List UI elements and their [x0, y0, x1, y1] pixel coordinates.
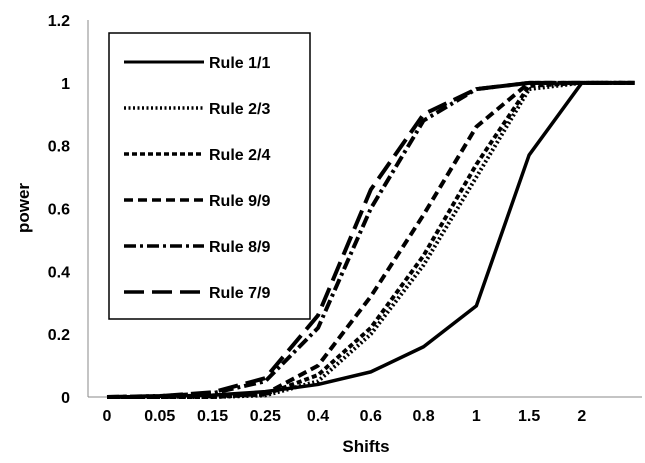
legend-label: Rule 2/3: [209, 101, 270, 118]
y-tick-label: 0.2: [48, 327, 70, 344]
y-tick-label: 0: [61, 390, 70, 407]
series-line-rule-7-9: [106, 80, 635, 399]
x-tick-label: 2: [577, 408, 586, 425]
y-tick-label: 1.2: [48, 13, 70, 30]
x-tick-label: 0.25: [250, 408, 281, 425]
legend: Rule 1/1 Rule 2/3 Rule 2/4 Rule 9/9 Rule 8/9…: [108, 32, 311, 320]
y-tick-label: 0.4: [48, 264, 70, 281]
x-tick-label: 0.4: [307, 408, 329, 425]
y-tick-label: 0.8: [48, 139, 70, 156]
series-line-rule-2-4: [107, 80, 635, 399]
legend-label: Rule 9/9: [209, 193, 270, 210]
x-tick-label: 0.8: [412, 408, 434, 425]
y-tick-label: 1: [61, 76, 70, 93]
plot-area: [87, 20, 642, 399]
x-axis-title: Shifts: [342, 437, 389, 456]
x-tick-label: 1: [472, 408, 481, 425]
legend-label: Rule 8/9: [209, 239, 270, 256]
legend-label: Rule 7/9: [209, 285, 270, 302]
x-tick-label: 0: [103, 408, 112, 425]
legend-label: Rule 2/4: [209, 147, 270, 164]
legend-label: Rule 1/1: [209, 55, 270, 72]
x-axis-ticks: 0 0.05 0.15 0.25 0.4 0.6 0.8 1 1.5 2: [103, 408, 587, 425]
x-tick-label: 0.6: [360, 408, 382, 425]
x-tick-label: 0.15: [197, 408, 228, 425]
y-axis-ticks: 0 0.2 0.4 0.6 0.8 1 1.2: [48, 13, 70, 407]
legend-box: [108, 32, 311, 320]
x-tick-label: 1.5: [518, 408, 540, 425]
y-axis-title: power: [14, 183, 33, 233]
series-line-rule-2-3: [107, 80, 635, 399]
x-tick-label: 0.05: [144, 408, 175, 425]
y-tick-label: 0.6: [48, 202, 70, 219]
